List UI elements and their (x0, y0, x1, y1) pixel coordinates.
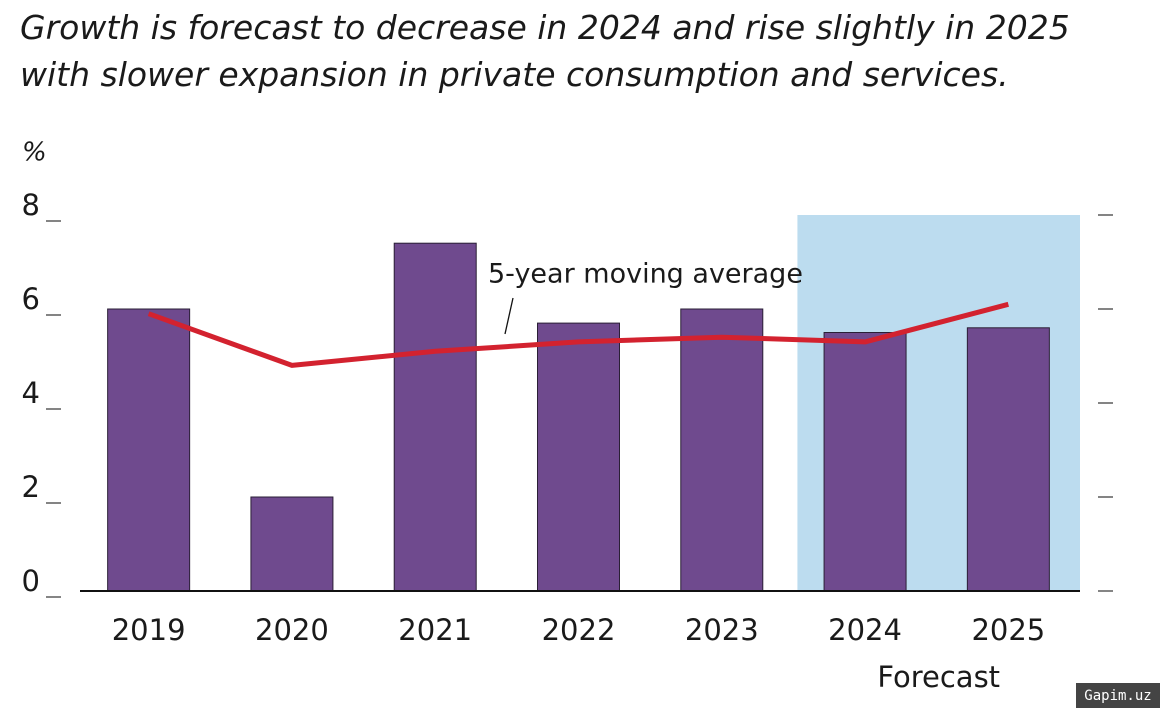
annotation-leader (504, 297, 514, 335)
chart-title: Growth is forecast to decrease in 2024 a… (20, 8, 1070, 94)
bar (537, 322, 620, 592)
bar (966, 327, 1050, 592)
forecast-label: Forecast (877, 660, 1000, 694)
moving-average-line (147, 301, 1009, 368)
x-tick-label: 2025 (971, 613, 1045, 647)
bar (250, 496, 334, 592)
line-annotation: 5-year moving average (488, 259, 803, 290)
x-tick-label: 2024 (828, 613, 902, 647)
y-tick-label: 4 (22, 376, 40, 410)
y-tick-label: 6 (22, 282, 40, 316)
y-tick-label: 8 (22, 188, 40, 222)
x-tick-label: 2022 (542, 613, 616, 647)
y-tick-label: 2 (22, 470, 40, 504)
x-tick-label: 2019 (112, 613, 186, 647)
watermark: Gapim.uz (1084, 688, 1151, 704)
watermark-box (1076, 683, 1160, 708)
bar (823, 332, 907, 592)
bar (393, 242, 477, 592)
bar (107, 308, 191, 592)
bar (680, 308, 764, 592)
y-tick-label: 0 (22, 564, 40, 598)
x-tick-label: 2023 (685, 613, 759, 647)
title-box: Growth is forecast to decrease in 2024 a… (20, 8, 1070, 94)
x-tick-label: 2020 (255, 613, 329, 647)
y-unit: % (22, 138, 47, 168)
x-tick-label: 2021 (398, 613, 472, 647)
